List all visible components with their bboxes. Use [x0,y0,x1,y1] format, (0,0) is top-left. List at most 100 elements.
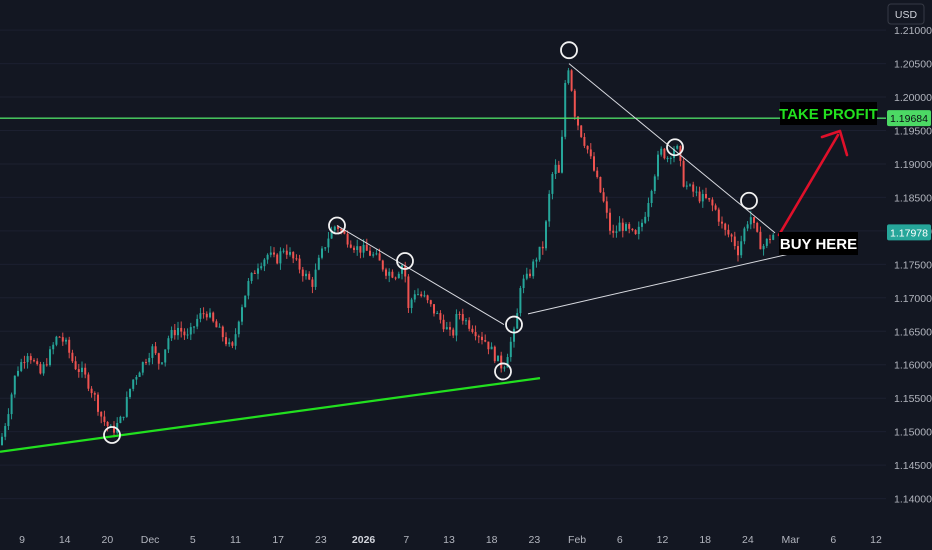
candle-body [743,228,746,242]
candle-body [749,217,752,225]
candle-body [337,226,339,229]
grid [0,29,886,500]
candle-body [74,361,77,370]
candle-body [673,148,675,158]
candle-body [186,334,189,336]
candle-body [65,339,67,342]
candle-body [746,224,749,229]
candle-body [100,411,103,417]
candle-body [737,246,739,256]
candle-body [650,191,653,204]
candle-body [413,294,416,300]
candle-body [247,281,250,296]
candle-body [225,337,227,345]
trendline[interactable] [568,63,776,234]
candle-body [196,318,199,327]
candle-body [535,259,538,262]
currency-button-label[interactable]: USD [895,9,918,21]
price-tick-label: 1.16500 [894,326,932,338]
candle-body [55,336,58,345]
swing-point-circle [740,191,758,210]
candle-body [404,265,407,277]
candle-body [577,116,579,126]
candle-body [676,145,679,149]
candles [1,67,775,446]
time-tick-label: 2026 [352,534,376,546]
swing-point-circle [560,41,578,60]
candle-body [698,191,701,202]
candle-body [333,226,336,231]
candle-body [481,336,483,341]
candle-body [61,337,64,342]
trendline[interactable] [527,253,789,315]
arrow-shaft [777,133,840,237]
candle-body [580,125,583,137]
currency-button[interactable]: USD [887,3,925,25]
candle-body [461,314,464,321]
candle-body [7,414,10,427]
time-tick-label: 24 [742,534,754,546]
candle-body [388,271,391,276]
candle-body [237,321,240,335]
candle-body [401,265,403,274]
price-tick-label: 1.15000 [894,427,932,439]
candle-body [452,329,455,336]
candle-body [193,326,195,328]
candle-body [753,217,755,223]
candle-body [372,254,375,256]
candle-body [612,230,615,233]
take-profit-label-bg [780,102,877,125]
candle-body [586,145,589,150]
candle-body [244,295,247,308]
candle-body [45,364,48,366]
candle-body [212,312,215,322]
candle-body [26,356,29,363]
candle-body [455,313,458,336]
candle-body [583,136,586,146]
candle-body [621,222,624,231]
candle-body [525,273,528,279]
swing-point-circle [505,315,523,334]
candle-body [119,416,122,423]
candle-body [625,224,627,231]
candle-body [769,238,771,240]
candle-body [497,355,499,362]
drawing-lines [0,63,886,453]
candle-body [570,70,573,91]
time-tick-label: Mar [782,534,801,546]
candle-body [298,258,301,270]
candle-body [141,362,144,373]
candle-body [701,193,704,202]
currency-button-frame[interactable] [887,3,925,25]
candle-body [500,355,503,369]
time-tick-label: 6 [617,534,623,546]
time-tick-label: 13 [443,534,455,546]
candle-body [52,344,55,350]
candle-body [628,224,631,229]
candle-body [468,320,471,329]
support-trendline[interactable] [0,377,541,453]
candle-body [660,148,663,155]
candle-body [458,313,461,315]
time-tick-label: Feb [568,534,586,546]
candle-body [593,156,595,171]
candle-body [97,394,99,412]
candle-body [84,367,87,375]
candle-body [349,244,352,248]
candle-body [493,346,496,362]
candle-body [340,228,343,231]
time-tick-label: 12 [870,534,882,546]
trendline[interactable] [336,225,505,326]
candle-body [199,313,202,319]
candle-body [81,367,83,373]
candle-body [273,252,275,255]
candle-body [292,252,295,259]
candle-body [263,259,266,267]
candle-body [442,319,445,330]
candle-body [765,238,768,246]
candle-body [39,364,42,374]
time-tick-label: 7 [403,534,409,546]
candle-body [596,170,599,177]
candle-body [317,257,320,270]
